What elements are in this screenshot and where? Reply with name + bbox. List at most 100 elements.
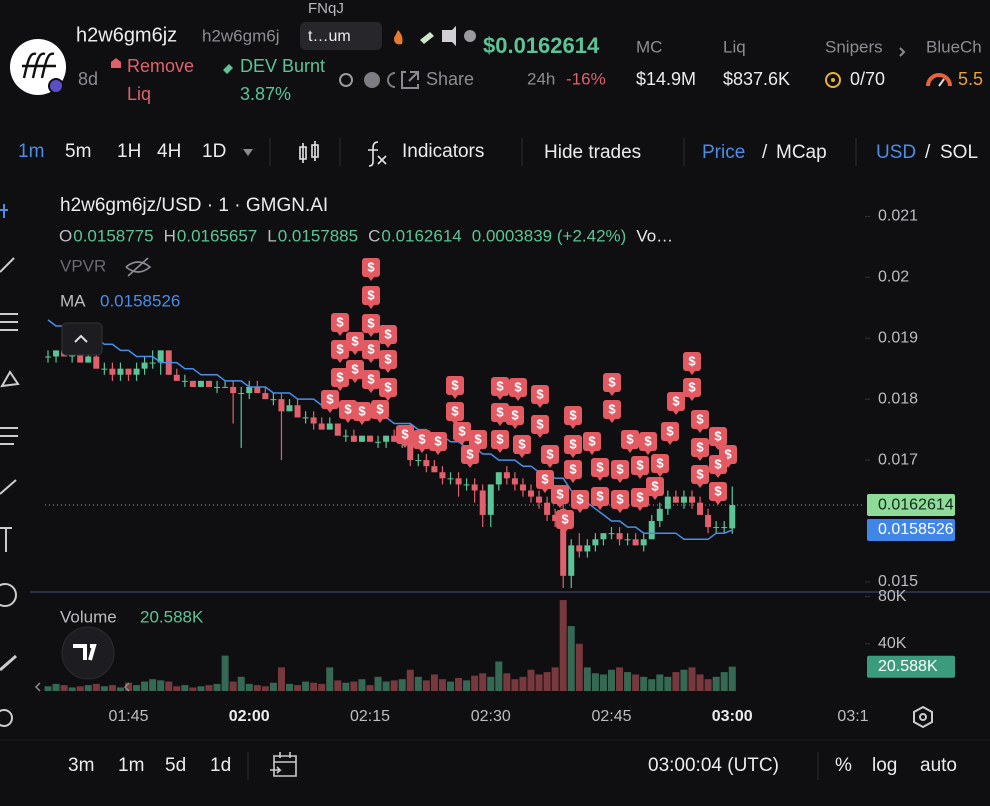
tool-brush[interactable] <box>0 479 17 495</box>
tag-box[interactable] <box>300 22 382 50</box>
trade-marker-tail <box>515 397 521 401</box>
dropdown-arrow[interactable] <box>243 149 253 156</box>
trade-marker-text: $ <box>688 379 696 394</box>
volume-tag-text: 20.588K <box>878 658 938 675</box>
trade-marker-text: $ <box>576 491 584 506</box>
trade-marker-tail <box>697 457 703 461</box>
volume-bar <box>350 681 358 691</box>
volume-bar <box>76 686 84 691</box>
indicators[interactable]: Indicators <box>402 141 484 162</box>
candle-body <box>310 417 317 424</box>
search-icon[interactable] <box>339 73 353 87</box>
tool-emoji[interactable] <box>0 583 17 607</box>
volume-tick-label: 80K <box>878 588 907 605</box>
volume-bar <box>286 683 293 691</box>
tool-projection[interactable] <box>0 427 18 445</box>
goto-date-icon[interactable] <box>270 752 297 777</box>
change-value: 0.0003839 (+2.42%) <box>472 226 627 245</box>
stat-value: 5.5 <box>958 69 983 89</box>
trade-marker-text: $ <box>616 491 624 506</box>
trade-marker <box>683 378 701 397</box>
candle-body <box>536 496 543 503</box>
chart-title: h2w6gm6jz/USD · 1 · GMGN.AI <box>60 195 328 216</box>
candle-body <box>294 405 301 418</box>
collapse-left[interactable] <box>34 682 41 692</box>
trade-marker <box>453 422 471 441</box>
trade-marker-tail <box>402 444 408 448</box>
settings-icon[interactable] <box>913 705 933 729</box>
tool-zoom[interactable] <box>0 709 13 727</box>
usd-toggle[interactable]: USD <box>876 142 916 163</box>
mcap-toggle[interactable]: MCap <box>776 142 827 163</box>
trade-marker-tail <box>547 464 553 468</box>
price-toggle[interactable]: Price <box>702 142 745 163</box>
trade-marker <box>709 455 727 474</box>
trade-marker-text: $ <box>696 439 704 454</box>
tool-pattern[interactable] <box>0 370 20 388</box>
trade-marker-text: $ <box>569 436 577 451</box>
trade-marker-text: $ <box>336 314 344 329</box>
percent-toggle[interactable]: % <box>835 755 852 776</box>
candle-body <box>53 350 60 357</box>
change-label: 24h <box>527 69 555 88</box>
auto-toggle[interactable]: auto <box>920 755 957 776</box>
volume-bar <box>728 666 736 691</box>
separator: / <box>762 142 768 163</box>
volume-bar <box>591 673 599 691</box>
trade-marker-text: $ <box>666 423 674 438</box>
candle-body <box>689 496 695 503</box>
volume-bar <box>583 667 591 691</box>
tool-fib[interactable] <box>0 313 18 331</box>
share[interactable]: Share <box>426 69 474 89</box>
trade-marker-text: $ <box>434 433 442 448</box>
volume-bar <box>551 667 559 691</box>
interval[interactable]: 5m <box>65 141 91 162</box>
range-button[interactable]: 1d <box>210 755 231 776</box>
candle-body <box>600 533 607 540</box>
refresh-icon[interactable] <box>387 72 396 88</box>
hide-icon[interactable] <box>125 257 152 277</box>
range-button[interactable]: 5d <box>165 755 186 776</box>
tool-trend[interactable] <box>0 257 15 273</box>
tool-ruler[interactable] <box>0 654 17 672</box>
remove-liq: Remove <box>127 56 194 76</box>
tool-text[interactable] <box>0 527 12 552</box>
candle-body <box>133 368 140 375</box>
trade-marker-tail <box>385 397 391 401</box>
trade-marker-tail <box>337 387 343 391</box>
volume-bar <box>229 681 237 691</box>
candle-type-icon[interactable] <box>299 141 319 163</box>
trade-marker-tail <box>609 392 615 396</box>
volume-bar <box>567 626 575 691</box>
interval[interactable]: 1m <box>18 141 44 162</box>
share-icon[interactable] <box>401 71 419 89</box>
volume-label: Volume <box>60 607 117 626</box>
interval[interactable]: 1D <box>202 141 226 162</box>
sol-toggle[interactable]: SOL <box>940 142 978 163</box>
trade-marker-text: $ <box>672 393 680 408</box>
ohlc-value: 0.0162614 <box>381 226 461 245</box>
hide-trades[interactable]: Hide trades <box>544 142 641 163</box>
trade-marker <box>611 490 629 509</box>
candle-body <box>584 545 591 552</box>
trade-marker-tail <box>697 429 703 433</box>
range-button[interactable]: 3m <box>68 755 94 776</box>
tool-crosshair[interactable] <box>0 204 8 218</box>
candle-body <box>552 514 559 521</box>
interval[interactable]: 4H <box>157 141 181 162</box>
speaker-icon <box>442 26 456 46</box>
fx-icon[interactable] <box>368 141 387 167</box>
volume-tag <box>867 655 955 678</box>
trade-marker-text: $ <box>688 353 696 368</box>
range-button[interactable]: 1m <box>118 755 144 776</box>
trade-marker <box>429 432 447 451</box>
collapse-button[interactable] <box>61 322 103 356</box>
candle-body <box>334 423 341 436</box>
candle-body <box>93 356 100 369</box>
volume-bar <box>430 674 438 691</box>
interval[interactable]: 1H <box>117 141 141 162</box>
menu-icon[interactable] <box>364 72 380 88</box>
log-toggle[interactable]: log <box>872 755 897 776</box>
ma-line <box>47 319 733 541</box>
candle-body <box>415 460 422 462</box>
